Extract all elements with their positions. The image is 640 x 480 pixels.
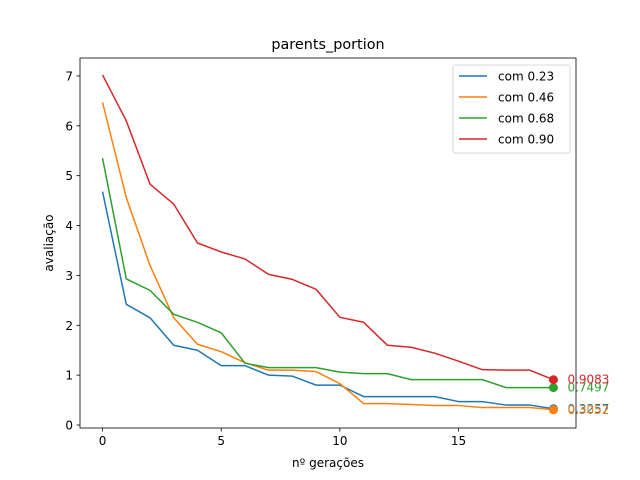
y-tick-label: 0 <box>65 419 73 433</box>
end-value-label: 0.9083 <box>567 373 609 387</box>
x-tick-label: 5 <box>217 434 225 448</box>
legend-entry: com 0.46 <box>498 91 554 105</box>
end-point <box>548 383 558 393</box>
chart-title: parents_portion <box>271 37 384 53</box>
legend-entry: com 0.23 <box>498 70 554 84</box>
x-axis-label: nº gerações <box>292 456 364 470</box>
series-line <box>101 191 554 410</box>
series-line <box>101 74 554 381</box>
x-tick-label: 0 <box>99 434 107 448</box>
end-point <box>548 375 558 385</box>
end-value-label: 0.3257 <box>567 402 609 416</box>
y-tick-label: 7 <box>65 69 73 83</box>
end-value-label: 0.7497 <box>567 381 609 395</box>
y-tick-label: 2 <box>65 319 73 333</box>
legend-entry: com 0.68 <box>498 112 554 126</box>
y-axis: 0 1 2 3 4 5 6 7 <box>65 69 80 433</box>
y-tick-label: 6 <box>65 119 73 133</box>
y-tick-label: 5 <box>65 169 73 183</box>
legend-box <box>452 64 571 154</box>
end-markers <box>548 375 558 415</box>
y-tick-label: 1 <box>65 369 73 383</box>
series-line <box>101 102 554 411</box>
y-axis-label: avaliação <box>42 214 56 271</box>
y-tick-label: 4 <box>65 219 73 233</box>
y-tick-label: 3 <box>65 269 73 283</box>
x-tick-label: 15 <box>451 434 466 448</box>
series-line <box>101 158 554 389</box>
x-tick-label: 10 <box>332 434 347 448</box>
legend: com 0.23 com 0.46 com 0.68 com 0.90 <box>452 64 571 154</box>
end-point <box>548 405 558 415</box>
plot-frame <box>79 57 577 429</box>
legend-entry: com 0.90 <box>498 133 554 147</box>
end-value-label: 0.3052 <box>567 403 609 417</box>
series-lines <box>101 74 554 411</box>
x-axis: 0 5 10 15 <box>99 428 466 448</box>
